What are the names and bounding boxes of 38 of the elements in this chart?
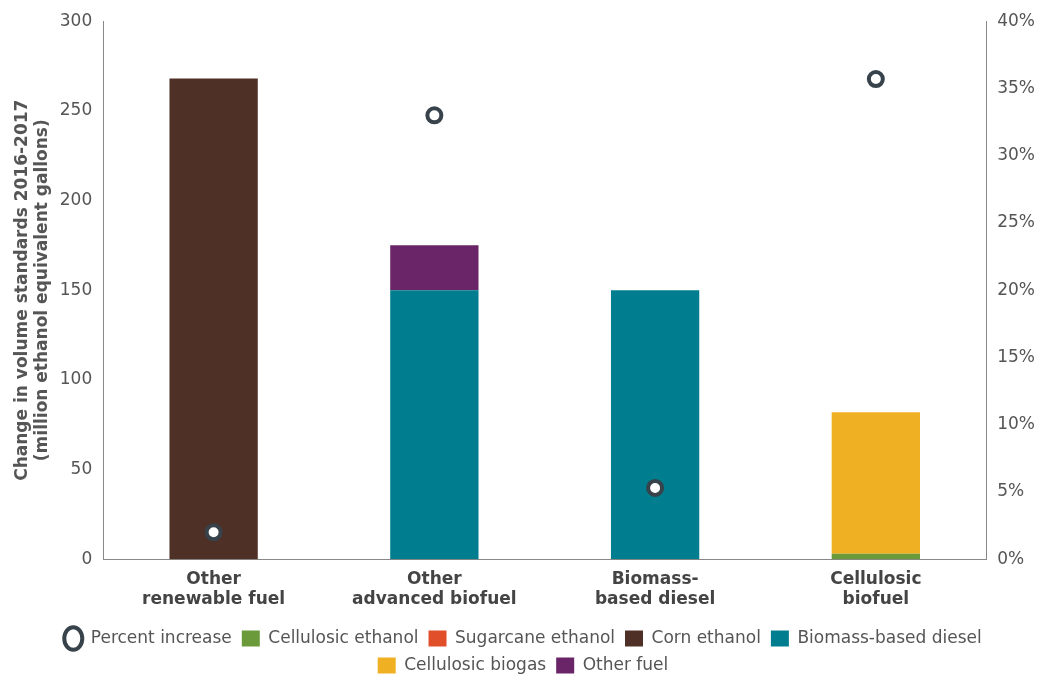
point <box>425 106 444 125</box>
x-tick-label: Cellulosic biofuel <box>830 567 922 609</box>
bar <box>610 290 700 560</box>
bar <box>169 78 258 560</box>
y-tick-label: 0 <box>81 547 93 568</box>
y2-tick-label: 10% <box>997 413 1036 434</box>
legend-label: Corn ethanol <box>651 626 761 647</box>
y2-tick-label: 20% <box>997 278 1036 299</box>
y-tick-label: 150 <box>59 278 93 299</box>
y2-tick-label: 25% <box>997 211 1036 232</box>
legend-label: Sugarcane ethanol <box>455 626 616 647</box>
y-tick-label: 100 <box>59 368 93 389</box>
legend-label: Percent increase <box>90 626 232 647</box>
x-tick-label: Biomass- based diesel <box>594 567 716 609</box>
y2-tick-label: 40% <box>997 9 1036 30</box>
y-axis-title: Change in volume standards 2016-2017 (million ethanol equivalent gallons) <box>10 99 52 481</box>
bar <box>831 412 920 554</box>
legend-label: Cellulosic ethanol <box>268 626 419 647</box>
x-tick-label: Other renewable fuel <box>142 567 286 609</box>
point <box>866 70 885 89</box>
y-tick-label: 50 <box>70 457 93 478</box>
point <box>646 478 665 497</box>
x-tick-label: Other advanced biofuel <box>352 567 517 609</box>
y2-tick-label: 30% <box>997 144 1036 165</box>
bar <box>831 553 920 560</box>
legend-label: Cellulosic biogas <box>404 653 547 674</box>
y2-tick-label: 5% <box>997 480 1025 501</box>
y-tick-label: 200 <box>59 188 93 209</box>
legend-label: Biomass-based diesel <box>797 626 982 647</box>
y2-tick-label: 35% <box>997 76 1036 97</box>
bar <box>390 245 479 291</box>
bar <box>390 290 479 560</box>
y2-tick-label: 15% <box>997 345 1036 366</box>
y-tick-label: 250 <box>59 99 93 120</box>
point <box>204 523 223 542</box>
y2-tick-label: 0% <box>997 547 1025 568</box>
legend-label: Other fuel <box>582 653 669 674</box>
y-tick-label: 300 <box>59 9 93 30</box>
